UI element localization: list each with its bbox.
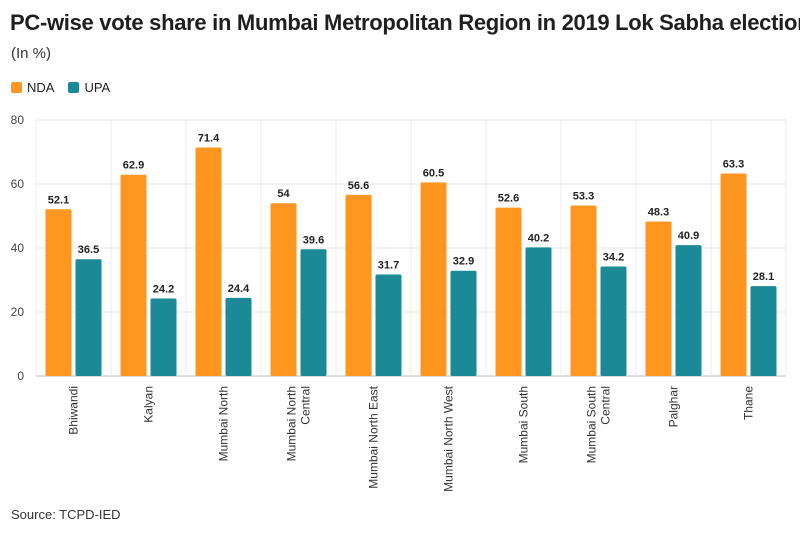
legend: NDA UPA	[11, 80, 124, 95]
bar-upa	[675, 245, 702, 376]
bar-nda	[645, 221, 672, 376]
bar-nda	[345, 194, 372, 376]
x-tick-label: Mumbai NorthCentral	[285, 386, 313, 461]
data-label: 52.6	[498, 193, 519, 205]
bar-upa	[600, 266, 627, 376]
bar-upa	[300, 249, 327, 376]
data-label: 24.4	[228, 283, 250, 295]
legend-swatch-upa	[68, 82, 80, 93]
bar-nda	[420, 182, 447, 376]
data-label: 60.5	[423, 167, 444, 179]
bar-upa	[450, 270, 477, 376]
data-label: 71.4	[198, 133, 220, 145]
x-tick-label: Mumbai North	[217, 386, 231, 461]
data-label: 34.2	[603, 252, 624, 264]
legend-item-nda[interactable]: NDA	[11, 80, 54, 95]
y-tick-label: 20	[11, 305, 25, 319]
y-tick-label: 40	[11, 241, 25, 255]
bar-nda	[45, 209, 72, 376]
bar-nda	[570, 205, 597, 376]
bar-nda	[720, 173, 747, 376]
data-label: 24.2	[153, 284, 174, 296]
x-tick-label: Bhiwandi	[67, 386, 81, 435]
data-label: 52.1	[48, 194, 69, 206]
data-label: 28.1	[753, 271, 774, 283]
bar-upa	[150, 298, 177, 376]
y-tick-label: 60	[11, 177, 25, 191]
data-label: 40.2	[528, 232, 549, 244]
data-label: 63.3	[723, 158, 744, 170]
source-note: Source: TCPD-IED	[11, 507, 121, 522]
x-tick-label: Mumbai SouthCentral	[585, 386, 613, 463]
y-tick-label: 0	[17, 369, 24, 383]
bar-upa	[225, 297, 252, 376]
data-label: 53.3	[573, 190, 594, 202]
legend-item-upa[interactable]: UPA	[68, 80, 110, 95]
data-label: 36.5	[78, 244, 99, 256]
bar-upa	[75, 259, 102, 376]
x-tick-label: Thane	[742, 386, 756, 420]
x-tick-label: Palghar	[667, 386, 681, 427]
bar-nda	[195, 147, 222, 376]
x-tick-label: Mumbai South	[517, 386, 531, 463]
bar-upa	[375, 274, 402, 376]
data-label: 40.9	[678, 230, 699, 242]
data-label: 48.3	[648, 206, 669, 218]
data-label: 62.9	[123, 160, 144, 172]
data-label: 31.7	[378, 260, 399, 272]
chart-title: PC-wise vote share in Mumbai Metropolita…	[10, 10, 800, 35]
bar-upa	[525, 247, 552, 376]
data-label: 54	[277, 188, 290, 200]
legend-swatch-nda	[11, 82, 22, 93]
x-tick-label: Mumbai North West	[442, 385, 456, 491]
data-label: 56.6	[348, 180, 369, 192]
bar-nda	[120, 174, 147, 376]
legend-label-upa: UPA	[84, 80, 111, 95]
legend-label-nda: NDA	[27, 80, 55, 95]
bar-upa	[750, 286, 777, 376]
x-tick-label: Mumbai North East	[367, 385, 381, 488]
x-tick-label: Kalyan	[142, 386, 156, 423]
y-tick-label: 80	[11, 113, 25, 127]
chart-subtitle: (In %)	[11, 45, 52, 62]
data-label: 32.9	[453, 256, 474, 268]
bar-nda	[270, 203, 297, 376]
bar-nda	[495, 207, 522, 376]
data-label: 39.6	[303, 234, 324, 246]
